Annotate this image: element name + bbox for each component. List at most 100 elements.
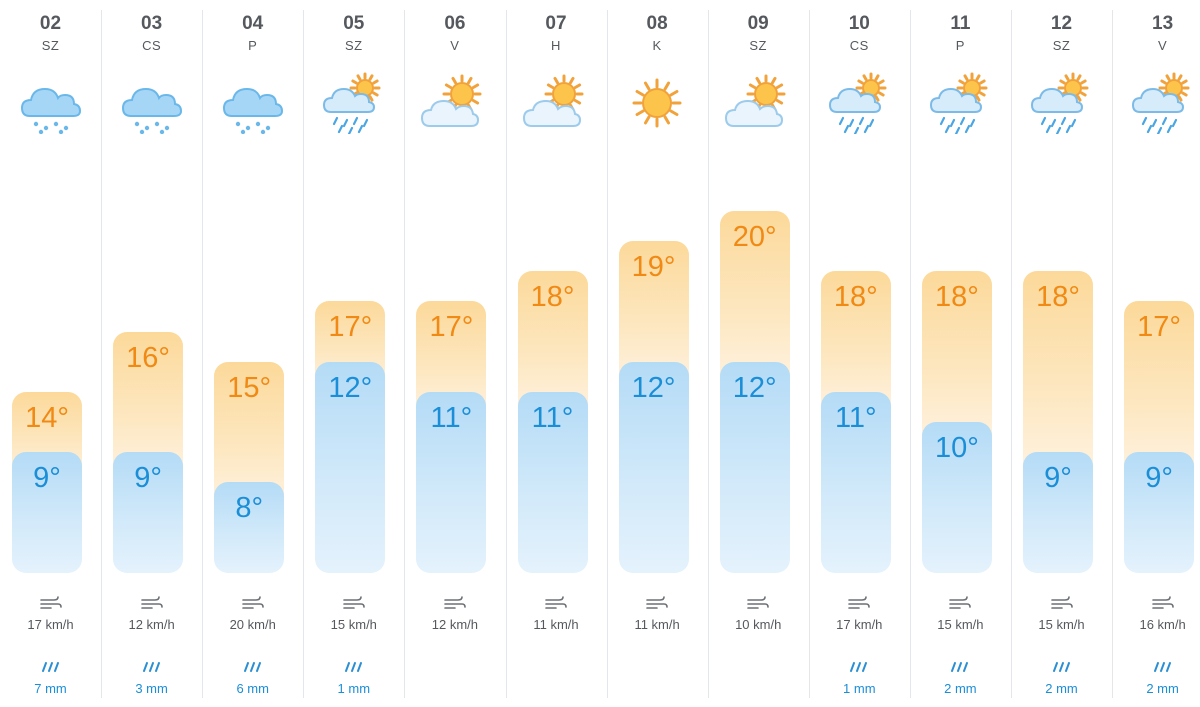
day-date: 12 xyxy=(1050,13,1073,34)
rain-icon xyxy=(809,659,910,672)
wind-icon xyxy=(303,595,404,611)
column-divider xyxy=(202,10,204,698)
wind-icon xyxy=(1112,595,1200,611)
day-column[interactable]: 06 V 17° 11° 12 km/h xyxy=(404,0,505,698)
day-date: 08 xyxy=(646,13,668,34)
rain-cloud-icon xyxy=(214,72,290,135)
partly-cloudy-icon xyxy=(416,72,492,134)
rain-icon xyxy=(0,659,101,672)
min-temp: 9° xyxy=(33,462,61,495)
min-temp-bar: 11° xyxy=(517,391,588,573)
precipitation-amount: 2 mm xyxy=(1146,681,1179,696)
min-temp-bar: 10° xyxy=(921,422,992,573)
sun-rain-icon xyxy=(1124,72,1200,136)
min-temp: 9° xyxy=(1044,462,1072,495)
wind-speed: 12 km/h xyxy=(128,617,175,632)
column-divider xyxy=(606,10,608,698)
max-temp: 18° xyxy=(530,281,575,314)
min-temp-bar: 9° xyxy=(12,452,82,573)
rain-icon xyxy=(1011,659,1112,672)
column-divider xyxy=(1011,10,1012,698)
day-column[interactable]: 13 V 17° 9° 16 km/h 2 mm xyxy=(1112,0,1200,698)
day-column[interactable]: 04 P 15° 8° 20 km/h 6 mm xyxy=(202,0,303,698)
day-of-week: K xyxy=(652,38,662,53)
wind-icon xyxy=(0,595,101,611)
precipitation-amount: 1 mm xyxy=(337,681,371,696)
min-temp-bar: 9° xyxy=(1124,452,1195,573)
wind-icon xyxy=(910,595,1011,611)
wind-icon xyxy=(506,595,607,611)
column-divider xyxy=(505,10,507,698)
column-divider xyxy=(303,10,305,698)
wind-icon xyxy=(101,595,202,611)
max-temp: 16° xyxy=(126,341,171,374)
wind-icon xyxy=(708,595,809,611)
wind-speed: 10 km/h xyxy=(735,617,782,632)
day-column[interactable]: 03 CS 16° 9° 12 km/h 3 mm xyxy=(101,0,202,698)
day-column[interactable]: 08 K 19° 12° 11 km/h xyxy=(606,0,708,698)
precipitation-amount: 2 mm xyxy=(944,681,977,696)
day-of-week: CS xyxy=(849,38,869,53)
wind-icon xyxy=(607,595,708,611)
day-column[interactable]: 02 SZ 14° 9° 17 km/h 7 mm xyxy=(0,0,101,698)
min-temp: 12° xyxy=(631,371,676,404)
min-temp: 9° xyxy=(134,462,162,495)
day-date: 07 xyxy=(545,13,567,34)
min-temp-bar: 11° xyxy=(416,391,487,573)
max-temp: 17° xyxy=(1137,311,1182,344)
partly-cloudy-icon xyxy=(518,72,594,134)
column-divider xyxy=(101,10,103,698)
wind-icon xyxy=(202,595,303,611)
max-temp-bar: 18° xyxy=(1023,271,1093,483)
day-of-week: H xyxy=(551,38,561,53)
day-column[interactable]: 12 SZ 18° 9° 15 km/h 2 mm xyxy=(1011,0,1112,698)
day-of-week: SZ xyxy=(749,38,767,53)
rain-icon xyxy=(910,659,1011,672)
min-temp: 8° xyxy=(235,492,264,525)
max-temp: 17° xyxy=(429,311,474,344)
max-temp: 20° xyxy=(732,220,777,253)
rain-icon xyxy=(101,659,202,672)
day-date: 05 xyxy=(343,13,365,34)
day-column[interactable]: 09 SZ 20° 12° 10 km/h xyxy=(707,0,809,698)
column-divider xyxy=(808,10,810,698)
column-divider xyxy=(1112,10,1114,698)
min-temp-bar: 8° xyxy=(214,482,285,573)
wind-speed: 15 km/h xyxy=(937,617,984,632)
max-temp: 18° xyxy=(934,281,979,314)
wind-speed: 17 km/h xyxy=(836,617,883,632)
partly-cloudy-icon xyxy=(720,72,796,134)
day-column[interactable]: 10 CS 18° 11° 17 km/h 1 mm xyxy=(808,0,910,698)
day-date: 09 xyxy=(747,13,769,34)
wind-speed: 15 km/h xyxy=(1038,617,1085,632)
wind-speed: 12 km/h xyxy=(431,617,479,632)
day-column[interactable]: 05 SZ 17° 12° 15 km/h 1 mm xyxy=(303,0,404,698)
day-of-week: V xyxy=(450,38,460,53)
column-divider xyxy=(404,10,406,698)
max-temp: 17° xyxy=(328,311,373,344)
wind-speed: 17 km/h xyxy=(27,617,74,632)
min-temp-bar: 9° xyxy=(1023,452,1093,573)
day-column[interactable]: 07 H 18° 11° 11 km/h xyxy=(505,0,607,698)
min-temp-bar: 12° xyxy=(315,361,386,573)
min-temp-bar: 12° xyxy=(618,361,689,573)
day-date: 06 xyxy=(444,13,466,34)
min-temp: 12° xyxy=(732,371,777,404)
day-of-week: SZ xyxy=(41,38,60,53)
min-temp: 11° xyxy=(430,401,473,434)
wind-speed: 11 km/h xyxy=(533,617,579,632)
precipitation-amount: 7 mm xyxy=(34,681,67,696)
sun-rain-icon xyxy=(821,72,897,136)
day-of-week: SZ xyxy=(1052,38,1071,53)
sun-rain-icon xyxy=(922,72,998,136)
wind-speed: 20 km/h xyxy=(229,617,276,632)
rain-cloud-icon xyxy=(12,72,88,135)
day-column[interactable]: 11 P 18° 10° 15 km/h 2 mm xyxy=(909,0,1011,698)
min-temp: 11° xyxy=(834,401,877,434)
rain-cloud-icon xyxy=(113,72,189,135)
rain-icon xyxy=(1112,659,1200,672)
wind-icon xyxy=(1011,595,1112,611)
column-divider xyxy=(707,10,709,698)
day-date: 11 xyxy=(950,13,971,34)
rain-icon xyxy=(202,659,303,672)
